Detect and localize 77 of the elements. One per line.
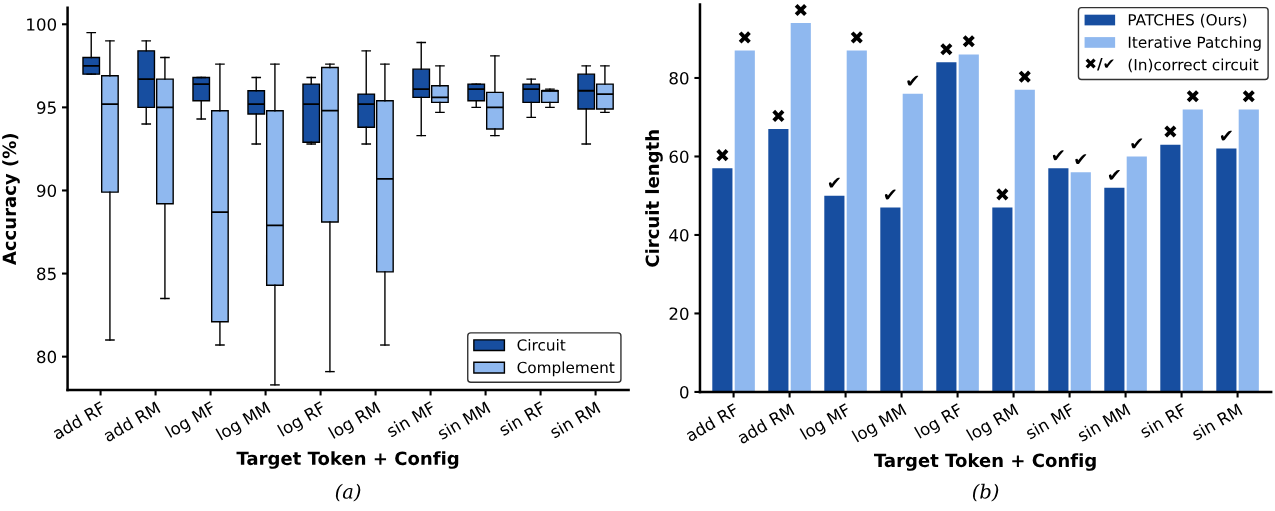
data-label: ✔ — [1131, 138, 1143, 149]
y-tick-label: 80 — [669, 71, 689, 85]
bar — [1126, 156, 1147, 392]
annotation: (In)correct circuit — [1128, 58, 1259, 73]
data-label: ✖ — [738, 31, 751, 44]
data-label: ✖ — [962, 35, 975, 48]
bar — [712, 168, 733, 392]
x-tick-label: log RF — [914, 402, 965, 442]
y-tick-label: 90 — [37, 184, 57, 198]
x-tick-label: log RM — [965, 403, 1021, 444]
bar — [824, 195, 845, 392]
y-axis-title: Circuit length — [645, 130, 663, 267]
data-label: ✔ — [1220, 130, 1232, 141]
y-tick-label: 20 — [669, 307, 689, 321]
x-tick-label: sin MM — [1076, 403, 1131, 443]
bar — [846, 50, 867, 392]
bar — [768, 129, 789, 392]
bar — [1104, 187, 1125, 392]
bar — [936, 62, 957, 392]
bar — [734, 50, 755, 392]
y-tick-label: 95 — [37, 101, 56, 114]
y-tick-label: 0 — [680, 385, 689, 399]
legend-label: Circuit — [517, 338, 566, 351]
y-axis-title: Accuracy (%) — [2, 133, 20, 266]
x-tick-label: add RM — [102, 401, 161, 443]
bar — [1182, 109, 1203, 392]
bar — [790, 23, 811, 392]
legend-label: Iterative Patching — [1128, 36, 1261, 51]
text: (a) — [335, 483, 361, 502]
data-label: ✖ — [794, 3, 807, 16]
x-tick-label: log RF — [277, 400, 328, 440]
data-label: ✔ — [1075, 154, 1087, 165]
x-tick-label: log MM — [851, 403, 909, 446]
data-label: ✖ — [996, 188, 1009, 201]
y-tick-label: 60 — [669, 150, 689, 164]
data-label: ✔ — [907, 75, 919, 86]
data-label: ✖ — [1018, 70, 1031, 83]
bar — [992, 207, 1013, 392]
x-axis-title: Target Token + Config — [874, 453, 1096, 471]
x-tick-label: sin RF — [1138, 402, 1188, 439]
legend-label: Complement — [517, 361, 615, 377]
data-label: ✖ — [1186, 90, 1199, 103]
y-tick-label: 85 — [37, 267, 56, 281]
x-axis-title: Target Token + Config — [236, 451, 459, 469]
data-label: ✖ — [716, 149, 729, 162]
x-tick-label: sin MF — [1024, 402, 1076, 440]
y-tick-label: 80 — [37, 350, 57, 364]
data-label: ✔ — [828, 177, 840, 188]
text: (b) — [973, 483, 999, 502]
x-tick-label: sin MF — [385, 400, 437, 438]
data-label: ✖ — [1164, 125, 1177, 138]
x-tick-label: log MM — [215, 401, 273, 444]
data-label: ✖ — [772, 109, 785, 122]
bar — [1238, 109, 1259, 392]
bar — [1014, 89, 1035, 392]
data-label: ✖ — [850, 31, 863, 44]
bar — [1048, 168, 1069, 392]
data-label: ✔ — [1052, 150, 1064, 161]
x-tick-label: sin RM — [548, 401, 601, 439]
legend-label: PATCHES (Ours) — [1128, 13, 1247, 28]
data-label: ✖ — [940, 43, 953, 56]
bar — [1160, 144, 1181, 392]
data-label: ✖ — [1242, 90, 1255, 103]
x-tick-label: sin RF — [497, 400, 547, 437]
x-tick-label: sin RM — [1190, 403, 1243, 441]
bar — [1070, 172, 1091, 392]
x-tick-label: log RM — [327, 401, 383, 442]
x-tick-label: sin MM — [436, 401, 491, 440]
y-tick-label: 100 — [27, 18, 57, 31]
annotation: ✖/✔ — [1085, 57, 1114, 71]
bar — [880, 207, 901, 392]
data-label: ✔ — [884, 189, 896, 200]
bar — [902, 93, 923, 392]
bar — [1216, 148, 1237, 392]
data-label: ✔ — [1108, 169, 1120, 180]
bar — [958, 54, 979, 392]
y-tick-label: 40 — [669, 228, 689, 242]
